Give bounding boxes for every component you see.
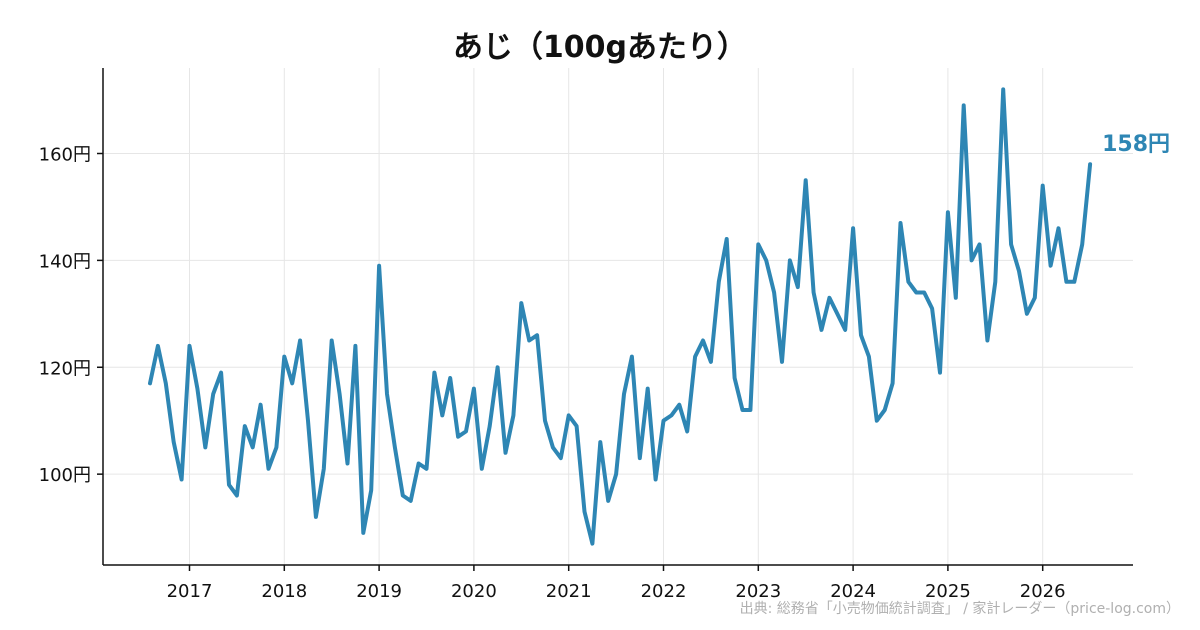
y-tick-label: 100円 bbox=[39, 465, 91, 486]
x-tick-label: 2020 bbox=[451, 581, 497, 602]
y-tick-label: 140円 bbox=[39, 251, 91, 272]
y-tick-label: 120円 bbox=[39, 358, 91, 379]
axis-ticks: 2017 2018 2019 2020 2021 2022 2023 2024 2025 2026… bbox=[39, 145, 1066, 602]
x-tick-label: 2022 bbox=[641, 581, 687, 602]
x-tick-label: 2018 bbox=[261, 581, 307, 602]
end-value-label: 158円 bbox=[1102, 132, 1170, 157]
y-tick-label: 160円 bbox=[39, 145, 91, 166]
x-tick-label: 2017 bbox=[167, 581, 213, 602]
series-line bbox=[148, 87, 1093, 546]
chart-title: あじ（100gあたり） bbox=[452, 30, 748, 65]
source-note: 出典: 総務省「小売物価統計調査」 / 家計レーダー（price-log.com… bbox=[739, 601, 1180, 617]
x-tick-label: 2026 bbox=[1020, 581, 1066, 602]
grid-lines bbox=[103, 68, 1133, 565]
x-tick-label: 2025 bbox=[925, 581, 971, 602]
x-tick-label: 2019 bbox=[356, 581, 402, 602]
x-tick-label: 2023 bbox=[735, 581, 781, 602]
x-tick-label: 2024 bbox=[830, 581, 876, 602]
x-tick-label: 2021 bbox=[546, 581, 592, 602]
